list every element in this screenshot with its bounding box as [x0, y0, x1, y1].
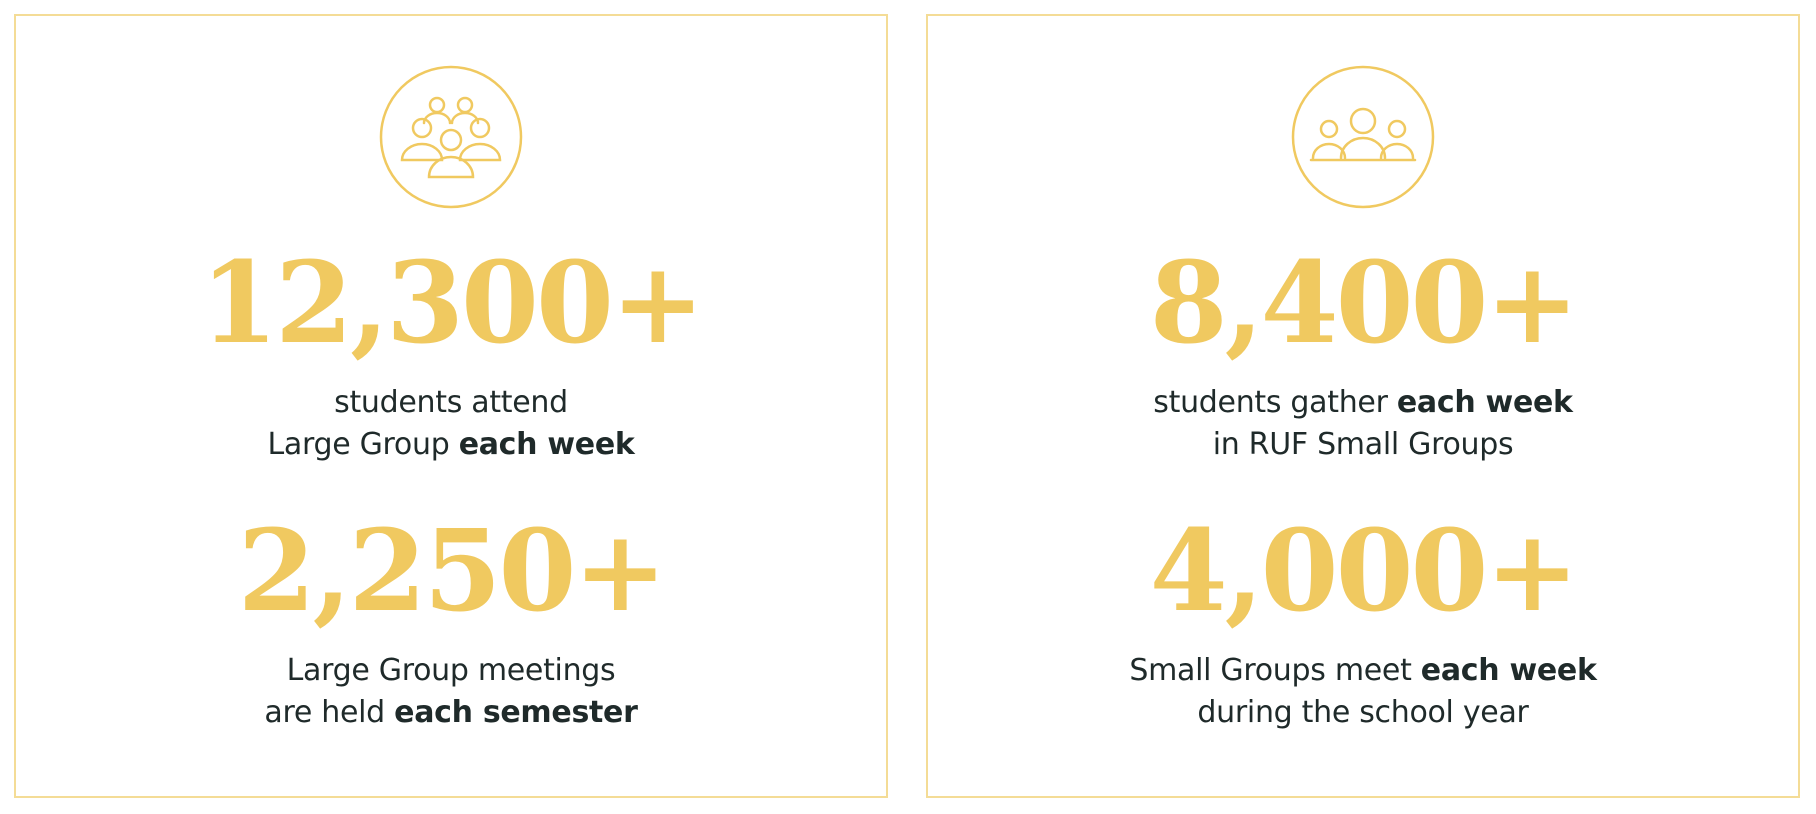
caption-emphasis: each week: [1396, 385, 1573, 420]
stat-caption: students attend Large Group each week: [16, 382, 886, 466]
caption-text: during the school year: [1197, 695, 1529, 730]
stat-large-group-meetings: 2,250+ Large Group meetings are held eac…: [16, 516, 886, 734]
stat-small-group-students: 8,400+ students gather each week in RUF …: [928, 248, 1798, 466]
stat-number: 4,000+: [1149, 506, 1580, 637]
caption-text: Large Group meetings: [286, 653, 616, 688]
stat-caption: students gather each week in RUF Small G…: [928, 382, 1798, 466]
caption-text: students gather: [1153, 385, 1397, 420]
caption-text: are held: [264, 695, 395, 730]
caption-text: in RUF Small Groups: [1212, 427, 1514, 462]
caption-text: Large Group: [267, 427, 459, 462]
stat-number: 12,300+: [200, 238, 704, 369]
stats-panel-small-groups: 8,400+ students gather each week in RUF …: [926, 14, 1800, 798]
caption-text: Small Groups meet: [1129, 653, 1421, 688]
stat-large-group-attendance: 12,300+ students attend Large Group each…: [16, 248, 886, 466]
caption-emphasis: each week: [1420, 653, 1597, 688]
stat-number: 8,400+: [1149, 238, 1580, 369]
stat-caption: Small Groups meet each week during the s…: [928, 650, 1798, 734]
caption-emphasis: each week: [458, 427, 635, 462]
stat-number: 2,250+: [237, 506, 668, 637]
stat-caption: Large Group meetings are held each semes…: [16, 650, 886, 734]
stat-small-groups-count: 4,000+ Small Groups meet each week durin…: [928, 516, 1798, 734]
stats-panel-large-group: 12,300+ students attend Large Group each…: [14, 14, 888, 798]
caption-emphasis: each semester: [394, 695, 638, 730]
caption-text: students attend: [334, 385, 568, 420]
small-group-people-icon: [1291, 65, 1435, 209]
large-group-people-icon: [379, 65, 523, 209]
